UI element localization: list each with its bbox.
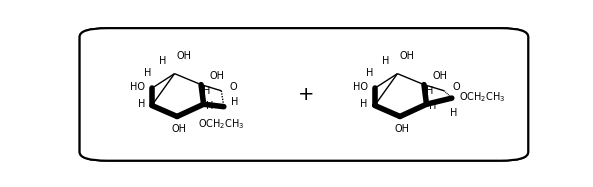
Text: +: + [298,85,314,104]
Text: H: H [426,86,433,96]
Text: OH: OH [172,124,187,134]
Text: HO: HO [353,82,368,92]
FancyBboxPatch shape [79,28,528,161]
Text: H: H [382,56,389,66]
Text: HO: HO [130,82,145,92]
Text: O: O [229,82,237,92]
FancyBboxPatch shape [79,28,528,161]
Text: H: H [159,56,166,66]
Text: OH: OH [395,124,410,134]
Text: H: H [231,97,238,107]
Text: OH: OH [209,71,224,81]
Text: O: O [452,82,460,92]
Text: H: H [144,68,151,78]
Text: OCH$_2$CH$_3$: OCH$_2$CH$_3$ [458,90,505,104]
Text: OH: OH [400,51,415,61]
Text: H: H [429,101,436,111]
Text: H: H [451,108,458,118]
Text: OCH$_2$CH$_3$: OCH$_2$CH$_3$ [198,117,245,131]
Text: H: H [366,68,374,78]
Text: OH: OH [177,51,192,61]
Text: H: H [361,99,368,109]
Text: OH: OH [432,71,447,81]
Text: H: H [203,86,211,96]
Text: H: H [206,101,213,111]
Text: H: H [138,99,145,109]
